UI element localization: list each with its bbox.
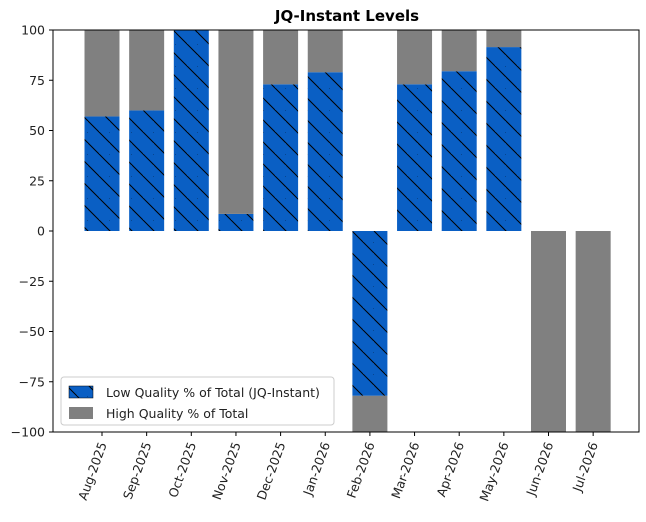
bar-high-quality-dec-2025 — [263, 30, 299, 85]
x-tick-label: Mar-2026 — [388, 440, 422, 501]
bar-high-quality-jul-2026 — [575, 231, 611, 432]
legend-box — [60, 376, 335, 426]
bar-low-quality-jan-2026 — [307, 72, 343, 232]
bar-low-quality-may-2026 — [486, 47, 522, 232]
plot-area — [84, 30, 611, 432]
plot-frame — [52, 29, 640, 433]
legend-swatch-low-quality — [68, 385, 94, 399]
x-tick-label: Sep-2025 — [120, 440, 155, 501]
x-axis: Aug-2025 Sep-2025 Oct-2025 Nov-2025 Dec-2025… — [75, 432, 601, 503]
y-tick-label: −25 — [19, 274, 45, 289]
bar-high-quality-jan-2026 — [307, 30, 343, 73]
x-tick-label: Jul-2026 — [569, 440, 601, 494]
bar-low-quality-aug-2025 — [84, 116, 120, 231]
y-tick-label: 0 — [37, 224, 45, 239]
x-tick-label: Dec-2025 — [254, 440, 289, 502]
x-tick-label: Apr-2026 — [433, 440, 467, 499]
bar-low-quality-apr-2026 — [441, 71, 477, 231]
bar-high-quality-mar-2026 — [397, 30, 433, 85]
bar-low-quality-nov-2025 — [218, 213, 254, 231]
y-tick-label: 100 — [21, 23, 45, 38]
bar-low-quality-feb-2026 — [352, 231, 388, 396]
y-tick-label: −50 — [19, 324, 45, 339]
x-tick-label: Feb-2026 — [344, 440, 378, 500]
legend-label-low-quality: Low Quality % of Total (JQ-Instant) — [106, 385, 320, 400]
x-tick-label: Oct-2025 — [165, 440, 199, 500]
bar-high-quality-may-2026 — [486, 30, 522, 48]
chart-title: JQ-Instant Levels — [274, 7, 419, 25]
y-tick-label: 25 — [29, 173, 45, 188]
x-tick-label: Jun-2026 — [523, 440, 557, 499]
legend-swatch-high-quality — [69, 407, 93, 419]
legend: Low Quality % of Total (JQ-Instant) High… — [60, 376, 335, 426]
bar-low-quality-mar-2026 — [397, 84, 433, 232]
bar-high-quality-apr-2026 — [441, 30, 477, 72]
bar-high-quality-nov-2025 — [218, 30, 254, 214]
bar-high-quality-aug-2025 — [84, 30, 120, 117]
x-tick-label: Jan-2026 — [300, 440, 333, 498]
bar-low-quality-sep-2025 — [129, 110, 165, 231]
x-tick-label: May-2026 — [476, 440, 511, 503]
y-tick-label: 75 — [29, 73, 45, 88]
bar-high-quality-jun-2026 — [531, 231, 566, 432]
bar-low-quality-dec-2025 — [263, 84, 299, 232]
bar-low-quality-oct-2025 — [173, 30, 209, 231]
y-tick-label: −100 — [11, 425, 45, 440]
y-tick-label: −75 — [19, 374, 45, 389]
y-axis: 100 75 50 25 0 −25 −50 −75 −100 — [11, 23, 53, 440]
bar-high-quality-feb-2026 — [352, 395, 388, 432]
legend-label-high-quality: High Quality % of Total — [106, 406, 248, 421]
x-tick-label: Aug-2025 — [75, 440, 110, 502]
bar-high-quality-sep-2025 — [129, 30, 165, 111]
y-tick-label: 50 — [29, 123, 45, 138]
x-tick-label: Nov-2025 — [209, 440, 244, 502]
